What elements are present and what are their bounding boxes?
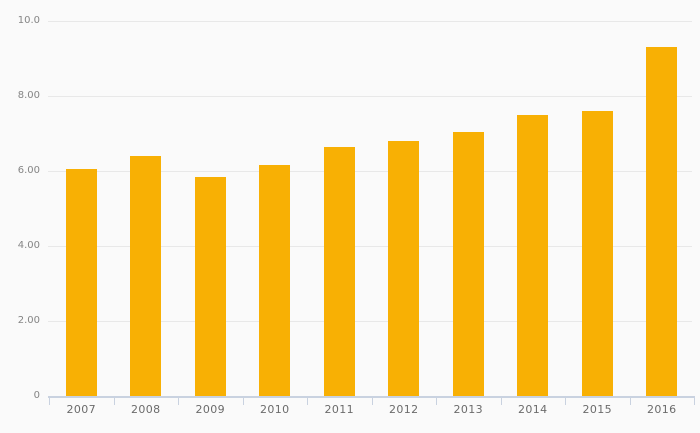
x-axis-tick-label: 2012: [388, 403, 419, 416]
x-axis-tick: [178, 396, 179, 405]
gridline-8.00: [48, 96, 692, 97]
x-axis-tick: [436, 396, 437, 405]
x-axis-line: [48, 396, 695, 398]
x-axis-tick: [630, 396, 631, 405]
bar-2016[interactable]: [646, 47, 678, 396]
x-axis-tick-label: 2010: [259, 403, 290, 416]
x-axis-tick-label: 2013: [453, 403, 484, 416]
y-axis-tick-label: 0: [33, 390, 40, 401]
y-axis-tick-label: 8.00: [17, 90, 40, 101]
x-axis-tick-label: 2007: [66, 403, 97, 416]
y-axis-tick-label: 6.00: [17, 165, 40, 176]
x-axis-tick-label: 2016: [646, 403, 677, 416]
x-axis-tick: [114, 396, 115, 405]
bar-2010[interactable]: [259, 165, 291, 396]
x-axis-tick-label: 2011: [324, 403, 355, 416]
x-axis-tick-label: 2008: [130, 403, 161, 416]
bar-2012[interactable]: [388, 141, 420, 396]
bar-2009[interactable]: [194, 176, 226, 396]
x-axis-tick-label: 2014: [517, 403, 548, 416]
bar-2015[interactable]: [581, 111, 613, 396]
gridline-10.0: [48, 21, 692, 22]
x-axis-tick: [243, 396, 244, 405]
bar-2008[interactable]: [130, 156, 162, 396]
gridline-6.00: [48, 171, 692, 172]
x-axis-tick-label: 2009: [195, 403, 226, 416]
bar-2014[interactable]: [517, 114, 549, 396]
bar-2011[interactable]: [323, 146, 355, 396]
gridline-2.00: [48, 321, 692, 322]
y-axis-tick-label: 10.0: [17, 15, 40, 26]
gridline-4.00: [48, 246, 692, 247]
x-axis-tick: [565, 396, 566, 405]
y-axis-tick-label: 4.00: [17, 240, 40, 251]
x-axis-tick: [501, 396, 502, 405]
y-axis-tick-label: 2.00: [17, 315, 40, 326]
x-axis-tick: [694, 396, 695, 405]
x-axis-tick: [307, 396, 308, 405]
x-axis-tick-label: 2015: [582, 403, 613, 416]
bar-2013[interactable]: [452, 131, 484, 396]
bar-2007[interactable]: [65, 169, 97, 396]
x-axis-tick: [372, 396, 373, 405]
x-axis-tick: [49, 396, 50, 405]
